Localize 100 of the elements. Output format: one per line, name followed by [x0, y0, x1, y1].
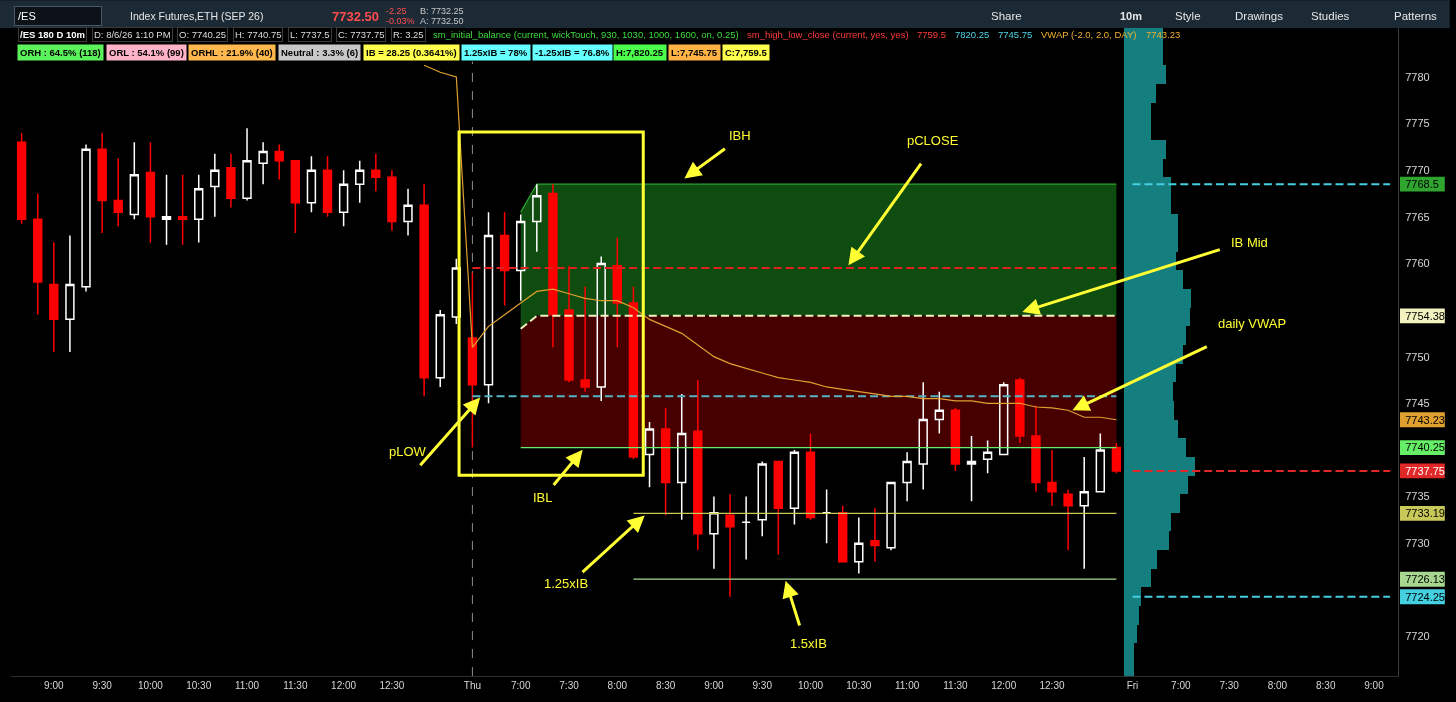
annotation: sm_high_low_close (current, yes, yes)	[747, 29, 909, 40]
annotation: 1.25xIB = 78%	[464, 47, 528, 58]
line-series	[423, 64, 1118, 421]
text: Style	[1175, 10, 1201, 22]
candlestick	[16, 132, 27, 225]
candlestick	[210, 153, 220, 218]
annotation: C:7,759.5	[725, 47, 768, 58]
x-tick-label: 8:30	[1315, 680, 1336, 691]
y-tick-label: 7770	[1405, 164, 1430, 177]
candlestick	[950, 407, 961, 472]
candlestick	[966, 435, 977, 502]
text: Studies	[1311, 10, 1350, 22]
candlestick	[161, 174, 172, 246]
candlestick	[1063, 488, 1073, 551]
y-tick-label: 7750	[1405, 350, 1430, 363]
x-tick-label: 10:00	[137, 680, 164, 691]
candlestick	[677, 393, 687, 521]
y-tick-label: 7733.19	[1405, 507, 1445, 520]
candlestick	[934, 390, 945, 435]
x-tick-label: 12:30	[379, 680, 405, 691]
candlestick	[902, 451, 912, 502]
candlestick	[516, 213, 526, 302]
candlestick	[789, 449, 800, 526]
candlestick	[274, 143, 284, 181]
candlestick	[33, 192, 43, 316]
text: /ES	[18, 10, 36, 22]
annotation: daily VWAP	[1218, 316, 1287, 331]
candlestick	[290, 160, 301, 234]
x-tick-label: 9:00	[44, 680, 64, 691]
annotation: 7743.23	[1146, 29, 1181, 40]
x-tick-label: 7:30	[1219, 680, 1240, 691]
y-tick-label: 7737.75	[1405, 464, 1445, 477]
x-tick-label: 9:30	[752, 680, 773, 691]
x-tick-label: 10:30	[846, 680, 872, 691]
y-tick-label: 7740.25	[1405, 441, 1445, 454]
annotation: VWAP (-2.0, 2.0, DAY)	[1041, 29, 1137, 40]
y-tick-label: 7765	[1405, 210, 1430, 223]
annotation: C: 7737.75	[338, 29, 385, 40]
candlestick	[419, 183, 429, 398]
candlestick	[596, 255, 606, 402]
x-tick-label: 9:00	[1364, 680, 1385, 691]
candlestick	[371, 153, 381, 192]
candlestick	[693, 379, 703, 551]
x-tick-label: Thu	[463, 680, 482, 691]
annotation: 1.5xIB	[790, 636, 827, 651]
annotation: sm_initial_balance (current, wickTouch, 930, 1030, 1000, 1600, on, 0.25)	[433, 29, 739, 40]
x-tick-label: 11:30	[283, 680, 308, 691]
x-tick-label: 7:00	[1171, 680, 1191, 691]
candlestick	[97, 132, 107, 234]
candlestick	[145, 141, 156, 244]
candlestick	[564, 265, 574, 384]
y-tick-label: 7754.38	[1405, 309, 1445, 322]
candlestick	[467, 272, 478, 449]
candlestick	[1015, 376, 1025, 444]
annotation: -1.25xIB = 76.8%	[535, 47, 610, 58]
y-tick-label: 7724.25	[1405, 590, 1445, 603]
annotation: IBL	[533, 490, 553, 505]
x-tick-label: 7:30	[559, 680, 580, 691]
candlestick	[355, 160, 365, 204]
candlestick	[65, 234, 75, 353]
annotation: IB = 28.25 (0.3641%)	[366, 47, 457, 58]
annotation: 7820.25	[955, 29, 990, 40]
annotation: /ES 180 D 10m	[20, 29, 85, 40]
candlestick	[113, 157, 123, 227]
candlestick	[194, 174, 204, 244]
annotation: D: 8/6/26 1:10 PM	[94, 29, 171, 40]
candlestick	[757, 460, 767, 537]
annotation: ORH : 64.5% (118)	[20, 47, 101, 58]
candlestick	[709, 495, 719, 570]
candlestick	[870, 507, 880, 563]
x-tick-label: 12:00	[991, 680, 1017, 691]
text: Drawings	[1235, 10, 1284, 22]
annotation: Neutral : 3.3% (6)	[281, 47, 359, 58]
candlestick	[725, 493, 735, 598]
text: Share	[991, 10, 1022, 22]
annotation: R: 3.25	[393, 29, 424, 40]
text: A: 7732.50	[420, 16, 464, 26]
candlestick	[612, 237, 623, 349]
candlestick	[982, 439, 993, 474]
y-tick-label: 7726.13	[1405, 573, 1445, 586]
candlestick	[226, 153, 236, 209]
candlestick	[403, 188, 413, 237]
x-tick-label: 10:30	[186, 680, 212, 691]
x-tick-label: 8:00	[607, 680, 628, 691]
candlestick	[1079, 456, 1089, 570]
candlestick	[660, 407, 671, 516]
x-tick-label: 10:00	[798, 680, 824, 691]
x-tick-label: 8:30	[655, 680, 676, 691]
candlestick	[628, 285, 639, 460]
text: -2.25	[386, 6, 407, 16]
candlestick	[1047, 449, 1057, 507]
text: Index Futures,ETH (SEP 26)	[130, 10, 264, 22]
x-tick-label: 12:00	[331, 680, 357, 691]
x-tick-label: 11:30	[943, 680, 968, 691]
annotation: 7759.5	[917, 29, 947, 40]
y-tick-label: 7735	[1405, 490, 1430, 503]
candlestick	[242, 127, 252, 202]
candlestick	[838, 505, 848, 563]
annotation: 7745.75	[998, 29, 1033, 40]
y-tick-label: 7720	[1405, 630, 1430, 643]
